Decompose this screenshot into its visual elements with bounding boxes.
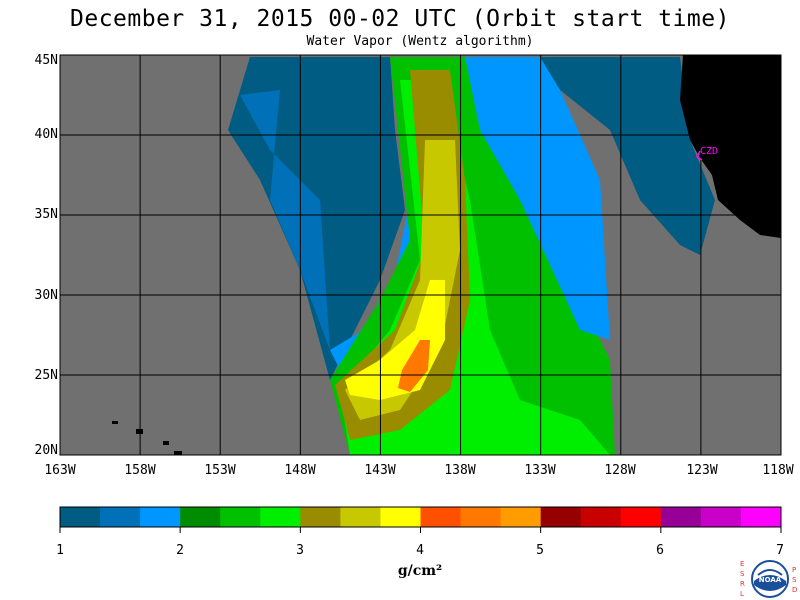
colorbar-cell (300, 507, 341, 527)
lon-label-143w: 143W (364, 463, 396, 478)
colorbar-cell (60, 507, 101, 527)
swath-orange (398, 340, 430, 392)
station-label: CZD (700, 146, 719, 157)
lon-label-133w: 133W (524, 463, 556, 478)
swath-east-blue (460, 57, 715, 255)
lat-label-30n: 30N (34, 288, 58, 303)
colorbar-cell (340, 507, 381, 527)
noaa-text: NOAA (759, 576, 782, 584)
lon-label-148w: 148W (284, 463, 316, 478)
land-north-america (680, 55, 781, 238)
station-marker (696, 150, 703, 161)
colorbar-tick-5: 5 (536, 543, 544, 558)
logo-letter: S (740, 570, 745, 578)
lat-label-40n: 40N (34, 127, 58, 142)
noaa-emblem: NOAA (751, 560, 789, 598)
colorbar-cell (180, 507, 221, 527)
noaa-logo: E S R L P S D NOAA (738, 558, 798, 600)
logo-letter: L (740, 590, 744, 598)
logo-letter: E (740, 560, 745, 568)
colorbar-cell (620, 507, 662, 527)
colorbar-tick-4: 4 (416, 543, 424, 558)
swath-west-mid (240, 90, 330, 350)
colorbar-cell (660, 507, 702, 527)
lat-label-25n: 25N (34, 368, 58, 383)
colorbar-cell (460, 507, 502, 527)
colorbar-tick-6: 6 (656, 543, 664, 558)
lon-label-123w: 123W (686, 463, 718, 478)
colorbar-cell (420, 507, 462, 527)
colorbar-cell (580, 507, 622, 527)
lon-label-163w: 163W (44, 463, 76, 478)
colorbar-cell (140, 507, 181, 527)
colorbar-cell (700, 507, 742, 527)
lon-label-158w: 158W (124, 463, 156, 478)
colorbar-tick-7: 7 (776, 543, 784, 558)
colorbar-cell (500, 507, 542, 527)
colorbar-units: g/cm² (397, 563, 443, 579)
lat-label-20n: 20N (34, 443, 58, 458)
swath-east-mid (465, 57, 610, 340)
page-subtitle: Water Vapor (Wentz algorithm) (306, 34, 534, 49)
colorbar-tick-2: 2 (176, 543, 184, 558)
colorbar-cell (540, 507, 582, 527)
colorbar-cell (740, 507, 782, 527)
logo-letter: R (740, 580, 745, 588)
logo-letter: P (792, 566, 797, 574)
map-gridlines (60, 55, 781, 455)
colorbar-tick-1: 1 (56, 543, 64, 558)
satellite-swath (228, 57, 715, 455)
colorbar-cell (100, 507, 141, 527)
colorbar-cell (260, 507, 301, 527)
colorbar-tick-3: 3 (296, 543, 304, 558)
lat-label-35n: 35N (34, 207, 58, 222)
lon-label-128w: 128W (604, 463, 636, 478)
lat-label-45n: 45N (34, 53, 58, 68)
lon-label-153w: 153W (204, 463, 236, 478)
lon-label-118w: 118W (762, 463, 794, 478)
map-frame (59, 54, 782, 456)
colorbar-cell (220, 507, 261, 527)
hawaiian-islands (112, 421, 182, 455)
logo-letter: S (792, 576, 797, 584)
colorbar-cell (380, 507, 421, 527)
logo-letter: D (792, 586, 798, 594)
page-title: December 31, 2015 00-02 UTC (Orbit start… (70, 6, 730, 32)
lon-label-138w: 138W (444, 463, 476, 478)
